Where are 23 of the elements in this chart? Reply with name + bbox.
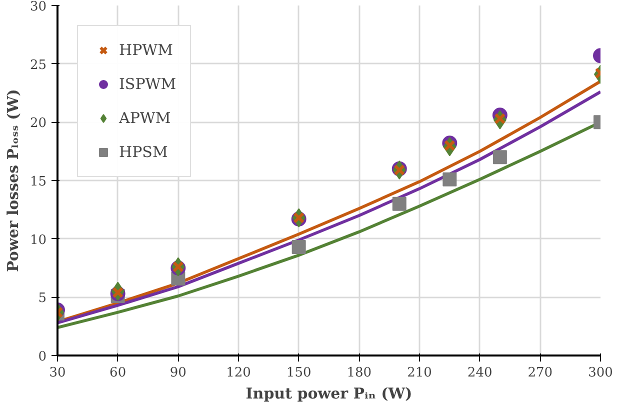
x-tick-label: 180 xyxy=(346,366,372,380)
x-tick-label: 210 xyxy=(407,366,432,380)
legend-label: ISPWM xyxy=(119,75,176,93)
x-tick-label: 120 xyxy=(226,366,251,380)
legend-label: APWM xyxy=(119,109,171,127)
y-tick-label: 25 xyxy=(30,58,47,73)
y-axis-title: Power losses Pₗₒₛₛ (W) xyxy=(4,88,22,272)
x-tick-label: 90 xyxy=(170,366,186,380)
x-tick-label: 270 xyxy=(528,366,553,380)
y-tick-label: 20 xyxy=(30,116,47,132)
y-tick-label: 5 xyxy=(38,291,47,306)
y-tick-label: 15 xyxy=(30,174,47,190)
legend-label: HPWM xyxy=(119,41,173,59)
x-tick-label: 150 xyxy=(286,366,312,380)
legend-label: HPSM xyxy=(119,143,168,161)
x-tick-label: 300 xyxy=(588,366,613,380)
y-tick-label: 0 xyxy=(38,350,47,364)
x-tick-label: 240 xyxy=(467,366,492,380)
x-tick-label: 60 xyxy=(110,366,126,380)
y-tick-label: 30 xyxy=(30,0,47,14)
x-tick-label: 30 xyxy=(49,366,66,380)
x-axis-title: Input power Pᵢₙ (W) xyxy=(246,384,412,402)
y-tick-label: 10 xyxy=(30,232,47,248)
